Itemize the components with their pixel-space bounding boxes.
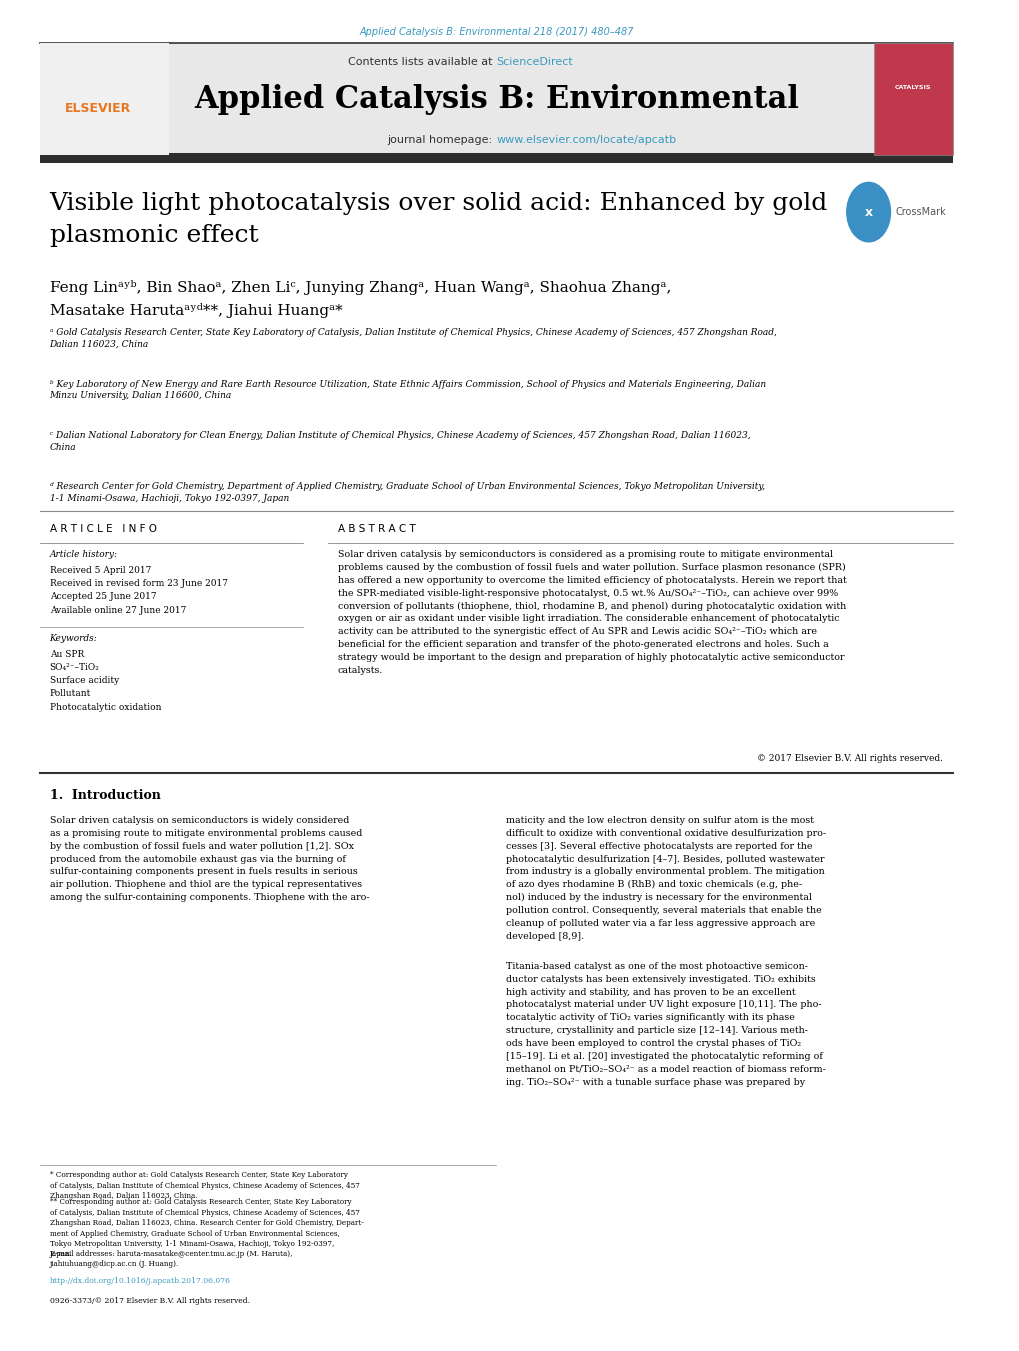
Text: ᵇ Key Laboratory of New Energy and Rare Earth Resource Utilization, State Ethnic: ᵇ Key Laboratory of New Energy and Rare … (50, 380, 765, 400)
Text: CrossMark: CrossMark (895, 207, 946, 218)
FancyBboxPatch shape (872, 43, 952, 155)
Text: Solar driven catalysis on semiconductors is widely considered
as a promising rou: Solar driven catalysis on semiconductors… (50, 816, 369, 902)
Text: Contents lists available at: Contents lists available at (348, 57, 496, 66)
Text: Received 5 April 2017
Received in revised form 23 June 2017
Accepted 25 June 201: Received 5 April 2017 Received in revise… (50, 566, 227, 615)
Text: ᵈ Research Center for Gold Chemistry, Department of Applied Chemistry, Graduate : ᵈ Research Center for Gold Chemistry, De… (50, 482, 764, 503)
Text: Solar driven catalysis by semiconductors is considered as a promising route to m: Solar driven catalysis by semiconductors… (337, 550, 846, 676)
Text: Feng Linᵃʸᵇ, Bin Shaoᵃ, Zhen Liᶜ, Junying Zhangᵃ, Huan Wangᵃ, Shaohua Zhangᵃ,
Ma: Feng Linᵃʸᵇ, Bin Shaoᵃ, Zhen Liᶜ, Junyin… (50, 280, 671, 317)
Text: http://dx.doi.org/10.1016/j.apcatb.2017.06.076: http://dx.doi.org/10.1016/j.apcatb.2017.… (50, 1277, 230, 1285)
Text: * Corresponding author at: Gold Catalysis Research Center, State Key Laboratory
: * Corresponding author at: Gold Catalysi… (50, 1171, 359, 1200)
FancyBboxPatch shape (40, 43, 168, 155)
Text: ScienceDirect: ScienceDirect (496, 57, 573, 66)
Text: Au SPR
SO₄²⁻–TiO₂
Surface acidity
Pollutant
Photocatalytic oxidation: Au SPR SO₄²⁻–TiO₂ Surface acidity Pollut… (50, 650, 161, 712)
Text: 0926-3373/© 2017 Elsevier B.V. All rights reserved.: 0926-3373/© 2017 Elsevier B.V. All right… (50, 1297, 250, 1305)
Text: © 2017 Elsevier B.V. All rights reserved.: © 2017 Elsevier B.V. All rights reserved… (756, 754, 943, 763)
Text: Applied Catalysis B: Environmental: Applied Catalysis B: Environmental (194, 84, 798, 115)
Text: CATALYSIS: CATALYSIS (895, 85, 930, 91)
Text: journal homepage:: journal homepage: (387, 135, 496, 145)
Text: ᶜ Dalian National Laboratory for Clean Energy, Dalian Institute of Chemical Phys: ᶜ Dalian National Laboratory for Clean E… (50, 431, 750, 451)
Circle shape (846, 182, 890, 242)
Text: x: x (864, 205, 872, 219)
Text: ᵃ Gold Catalysis Research Center, State Key Laboratory of Catalysis, Dalian Inst: ᵃ Gold Catalysis Research Center, State … (50, 328, 775, 349)
Text: A R T I C L E   I N F O: A R T I C L E I N F O (50, 524, 157, 534)
Text: Applied Catalysis B: Environmental 218 (2017) 480–487: Applied Catalysis B: Environmental 218 (… (359, 27, 633, 36)
Text: Keywords:: Keywords: (50, 634, 97, 643)
Text: www.elsevier.com/locate/apcatb: www.elsevier.com/locate/apcatb (496, 135, 676, 145)
Text: ** Corresponding author at: Gold Catalysis Research Center, State Key Laboratory: ** Corresponding author at: Gold Catalys… (50, 1198, 363, 1258)
FancyBboxPatch shape (40, 153, 952, 163)
Text: A B S T R A C T: A B S T R A C T (337, 524, 415, 534)
FancyBboxPatch shape (40, 43, 872, 155)
Text: 1.  Introduction: 1. Introduction (50, 789, 160, 802)
Text: maticity and the low electron density on sulfur atom is the most
difficult to ox: maticity and the low electron density on… (505, 816, 825, 942)
Text: ELSEVIER: ELSEVIER (64, 101, 130, 115)
Text: Article history:: Article history: (50, 550, 117, 559)
Text: Visible light photocatalysis over solid acid: Enhanced by gold
plasmonic effect: Visible light photocatalysis over solid … (50, 192, 827, 247)
Text: Titania-based catalyst as one of the most photoactive semicon-
ductor catalysts : Titania-based catalyst as one of the mos… (505, 962, 825, 1086)
Text: E-mail addresses: haruta-masatake@center.tmu.ac.jp (M. Haruta),
jiahiuhuang@dicp: E-mail addresses: haruta-masatake@center… (50, 1250, 291, 1269)
